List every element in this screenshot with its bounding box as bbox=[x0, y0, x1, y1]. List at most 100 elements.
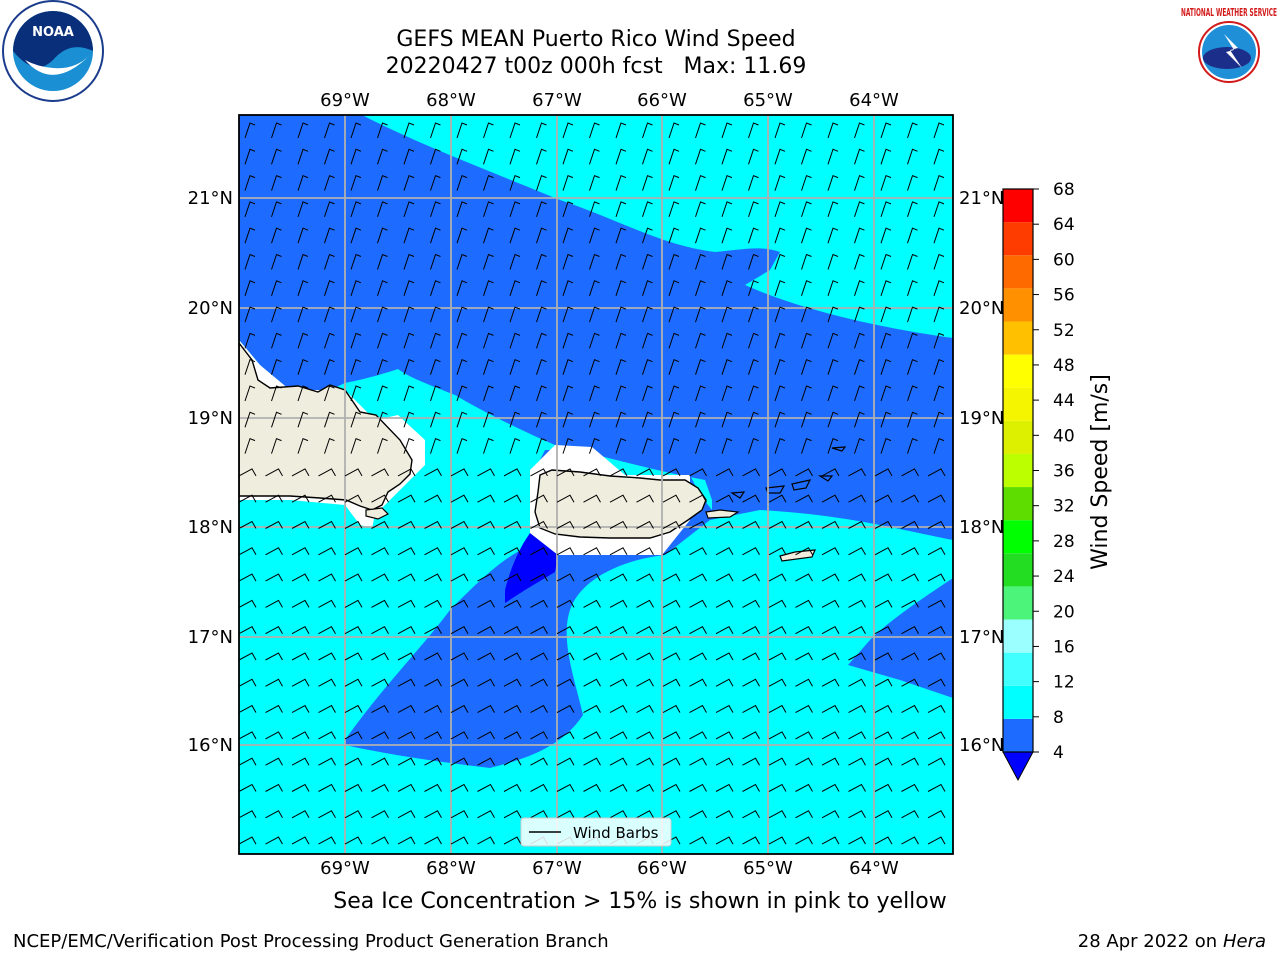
wind-barb bbox=[477, 836, 495, 845]
wind-barb bbox=[239, 757, 257, 766]
wind-barb bbox=[642, 148, 653, 165]
wind-barb bbox=[430, 359, 441, 375]
wind-barb bbox=[801, 385, 812, 402]
wind-barb bbox=[901, 599, 919, 608]
wind-barb bbox=[562, 148, 574, 165]
wind-barb bbox=[477, 678, 495, 687]
wind-barb bbox=[636, 810, 654, 819]
wind-barb bbox=[239, 783, 257, 792]
wind-barb bbox=[927, 836, 946, 845]
wind-barb bbox=[795, 547, 813, 556]
wind-barb bbox=[589, 359, 600, 375]
wind-barb bbox=[503, 836, 522, 845]
wind-barb bbox=[424, 678, 442, 687]
wind-barb bbox=[715, 810, 734, 819]
wind-barb bbox=[536, 332, 547, 349]
wind-barb bbox=[424, 494, 442, 503]
wind-barb bbox=[530, 468, 548, 477]
wind-barb bbox=[689, 652, 707, 661]
wind-barb bbox=[668, 201, 680, 218]
wind-barb bbox=[801, 201, 812, 218]
wind-barb bbox=[477, 731, 495, 740]
wind-barb bbox=[742, 468, 760, 477]
wind-barb bbox=[371, 573, 389, 582]
wind-barb bbox=[239, 678, 257, 687]
wind-barb bbox=[801, 122, 812, 139]
wind-barb bbox=[239, 652, 257, 661]
lon-label-top-2: 68°W bbox=[426, 90, 476, 111]
wind-barb bbox=[827, 174, 839, 191]
wind-barb bbox=[265, 757, 283, 766]
wind-barb bbox=[827, 227, 839, 244]
wind-barb bbox=[615, 306, 627, 323]
wind-barb bbox=[854, 253, 865, 270]
wind-barb bbox=[562, 174, 574, 191]
wind-barb bbox=[318, 678, 336, 687]
wind-barb bbox=[477, 704, 495, 714]
wind-barb bbox=[742, 599, 760, 608]
wind-barb bbox=[583, 626, 601, 635]
wind-barb bbox=[880, 201, 892, 218]
wind-barb bbox=[450, 626, 469, 635]
wind-barb bbox=[291, 599, 310, 608]
wind-barb bbox=[801, 253, 812, 270]
wind-barb bbox=[265, 783, 283, 792]
wind-barb bbox=[662, 704, 681, 714]
wind-barb bbox=[795, 783, 813, 792]
wind-barb bbox=[827, 332, 839, 349]
wind-barb bbox=[562, 253, 574, 270]
wind-barb bbox=[801, 332, 812, 349]
wind-barb bbox=[589, 122, 600, 139]
wind-barb bbox=[795, 468, 813, 477]
wind-barb bbox=[662, 468, 681, 477]
footer-date: 28 Apr 2022 on Hera bbox=[1078, 931, 1266, 952]
wind-barb bbox=[795, 757, 813, 766]
wind-barb bbox=[397, 547, 416, 556]
wind-barb bbox=[848, 704, 866, 714]
wind-barb bbox=[715, 547, 734, 556]
wind-barb bbox=[721, 148, 733, 165]
wind-barb bbox=[318, 783, 336, 792]
wind-barb bbox=[668, 253, 680, 270]
wind-barb bbox=[397, 520, 416, 529]
footer-machine: Hera bbox=[1222, 931, 1266, 952]
wind-barb bbox=[689, 520, 707, 529]
colorbar-tick-label: 28 bbox=[1053, 532, 1075, 552]
wind-barb bbox=[901, 494, 919, 503]
lon-label-top-1: 69°W bbox=[320, 90, 370, 111]
wind-barb bbox=[397, 678, 416, 687]
wind-barb bbox=[821, 547, 840, 556]
wind-barb bbox=[801, 359, 812, 375]
wind-barb bbox=[562, 359, 574, 375]
wind-barb bbox=[297, 411, 309, 428]
wind-barb bbox=[636, 757, 654, 766]
wind-barb bbox=[874, 731, 893, 740]
wind-barb bbox=[715, 494, 734, 503]
wind-barb bbox=[609, 731, 628, 740]
wind-barb bbox=[556, 599, 575, 608]
colorbar-tick-label: 56 bbox=[1053, 286, 1075, 306]
wind-barb bbox=[318, 599, 336, 608]
wind-barb bbox=[636, 468, 654, 477]
wind-barb bbox=[344, 810, 363, 819]
wind-barb bbox=[297, 280, 309, 296]
wind-barb bbox=[668, 148, 680, 165]
wind-barb bbox=[609, 520, 628, 529]
wind-barb bbox=[344, 652, 363, 661]
wind-barb bbox=[636, 731, 654, 740]
wind-barb bbox=[291, 810, 310, 819]
wind-barb bbox=[589, 437, 600, 454]
wind-barb bbox=[768, 783, 787, 792]
wind-barb bbox=[536, 227, 547, 244]
wind-barb bbox=[848, 757, 866, 766]
colorbar-band bbox=[1003, 222, 1033, 256]
wind-barb bbox=[291, 520, 310, 529]
lon-label-bottom-4: 66°W bbox=[637, 858, 687, 879]
wind-barb bbox=[927, 678, 946, 687]
wind-barb bbox=[636, 626, 654, 635]
wind-barb bbox=[530, 783, 548, 792]
wind-barb bbox=[265, 810, 283, 819]
wind-barb bbox=[748, 306, 759, 323]
wind-barb bbox=[615, 280, 627, 296]
wind-barb bbox=[318, 520, 336, 529]
